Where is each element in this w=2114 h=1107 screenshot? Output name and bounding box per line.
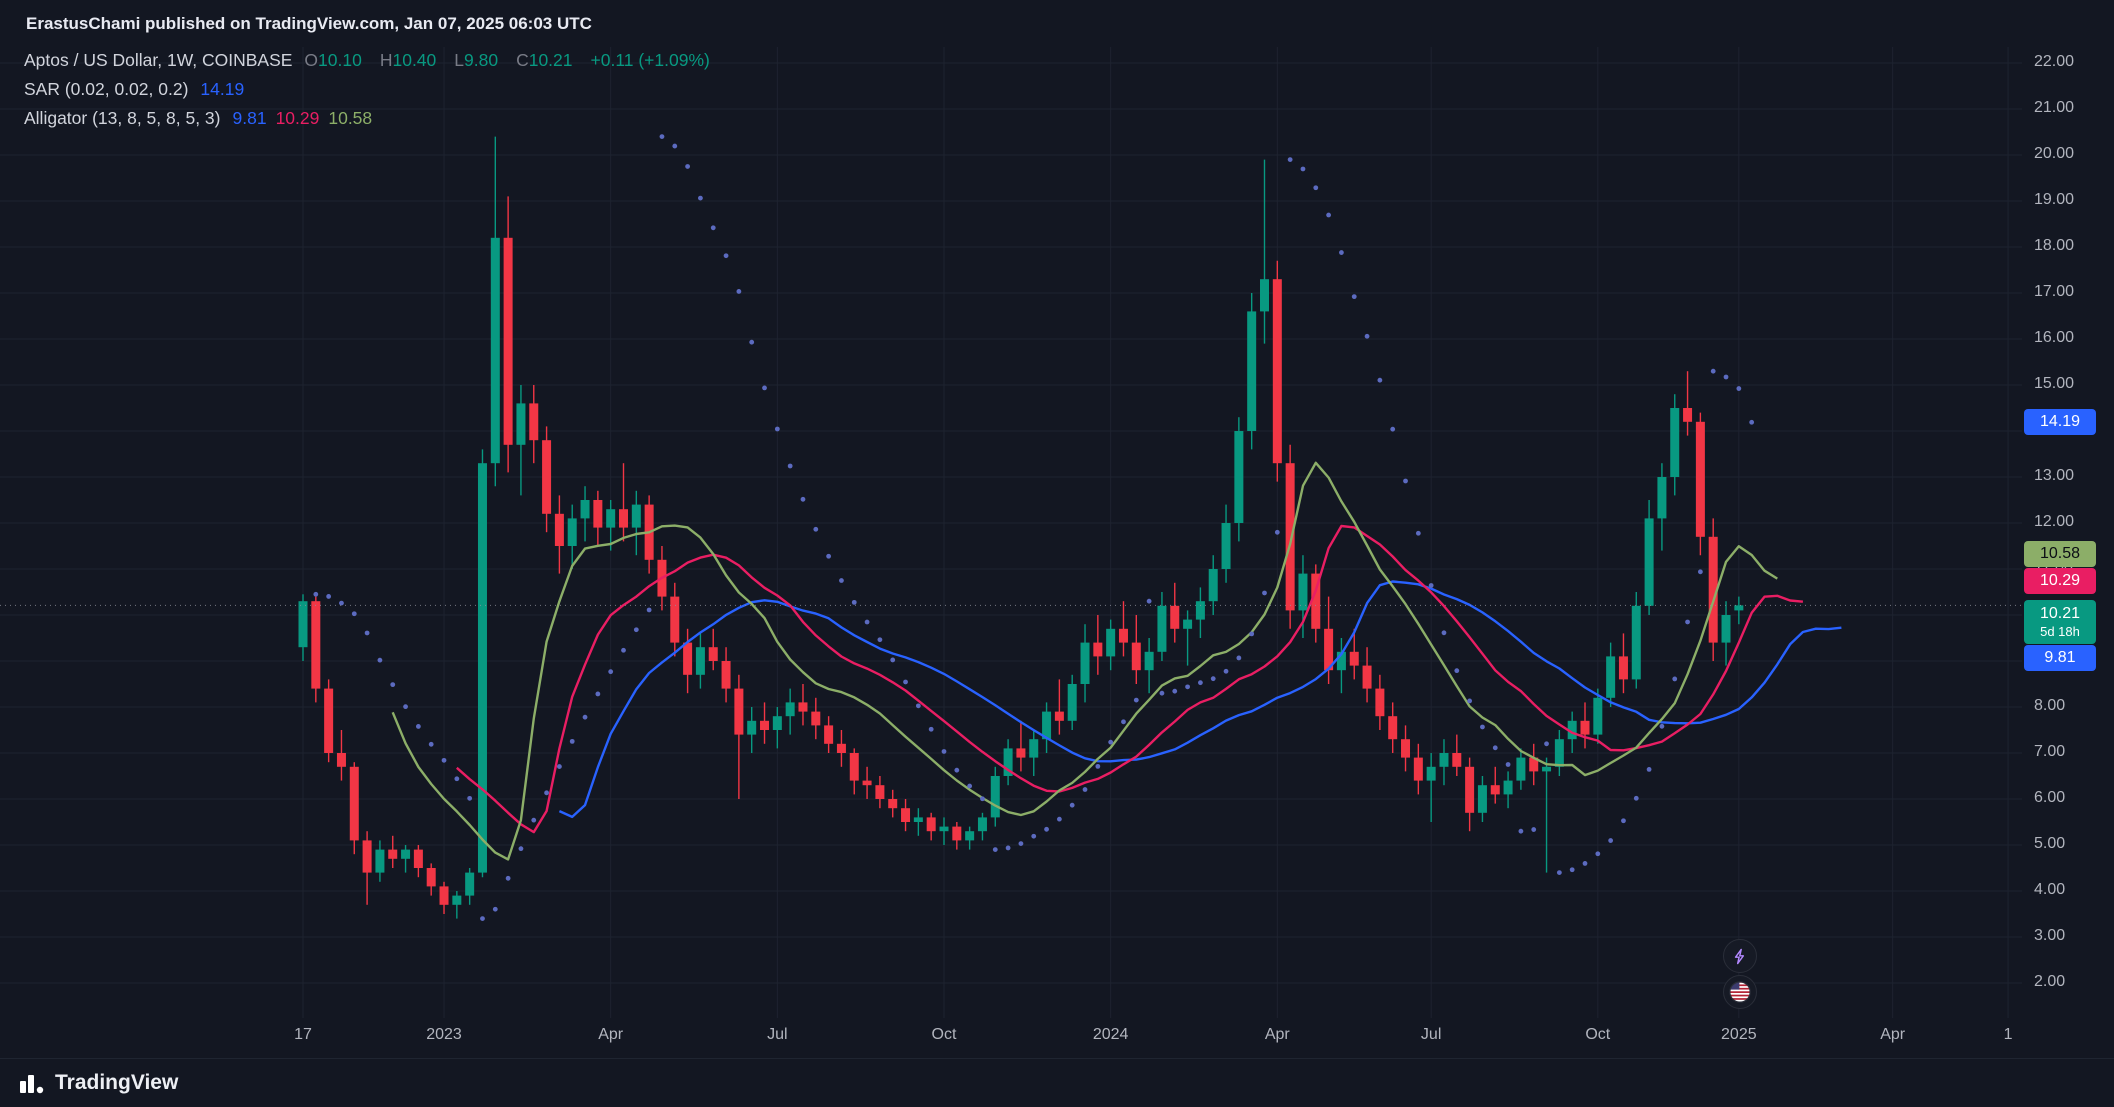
alligator-legend-row[interactable]: Alligator (13, 8, 5, 8, 5, 3) 9.81 10.29… bbox=[24, 108, 719, 137]
last-price-badge: 10.21 5d 18h bbox=[2024, 600, 2096, 644]
open-value: 10.10 bbox=[318, 50, 362, 70]
sar-price-badge: 14.19 bbox=[2024, 409, 2096, 436]
price-tick: 20.00 bbox=[2034, 145, 2075, 162]
alligator-jaw-value: 9.81 bbox=[232, 108, 267, 128]
price-tick: 3.00 bbox=[2034, 927, 2066, 944]
tradingview-logo-link[interactable]: TradingView bbox=[20, 1071, 178, 1095]
candles-layer bbox=[298, 136, 1744, 919]
time-tick: 2024 bbox=[1092, 1026, 1129, 1043]
lips-price-badge: 10.58 bbox=[2024, 541, 2096, 567]
price-tick: 18.00 bbox=[2034, 237, 2075, 254]
time-tick: Oct bbox=[931, 1026, 957, 1043]
low-value: 9.80 bbox=[464, 50, 499, 70]
us-flag-button[interactable] bbox=[1723, 975, 1757, 1009]
high-label: H bbox=[379, 50, 393, 70]
price-tick: 22.00 bbox=[2034, 53, 2075, 70]
alligator-teeth-value: 10.29 bbox=[275, 108, 320, 128]
time-tick: Jul bbox=[767, 1026, 788, 1043]
price-tick: 13.00 bbox=[2034, 467, 2075, 484]
alligator-lips-value: 10.58 bbox=[328, 108, 373, 128]
price-axis[interactable]: 22.00 21.00 20.00 19.00 18.00 17.00 16.00 15.00… bbox=[2022, 0, 2114, 1050]
low-pair: L9.80 bbox=[454, 50, 507, 71]
attribution-bar: ErastusChami published on TradingView.co… bbox=[0, 0, 2114, 47]
close-value: 10.21 bbox=[528, 50, 573, 70]
alligator-lips-line bbox=[391, 461, 1778, 861]
symbol-legend-row[interactable]: Aptos / US Dollar, 1W, COINBASE O10.10 H… bbox=[24, 50, 719, 79]
price-tick: 15.00 bbox=[2034, 375, 2075, 392]
price-tick: 21.00 bbox=[2034, 99, 2075, 116]
price-tick: 4.00 bbox=[2034, 881, 2066, 898]
alligator-jaw-line bbox=[558, 580, 1842, 819]
lightning-icon bbox=[1734, 948, 1744, 964]
change-value: +0.11 (+1.09%) bbox=[590, 50, 710, 70]
symbol-title: Aptos / US Dollar, 1W, COINBASE bbox=[24, 50, 293, 70]
time-tick: 1 bbox=[2003, 1026, 2013, 1043]
sar-dots-layer bbox=[313, 134, 1755, 921]
alligator-teeth-line bbox=[456, 524, 1804, 834]
time-tick: Apr bbox=[1264, 1026, 1290, 1043]
price-tick: 2.00 bbox=[2034, 973, 2066, 990]
price-tick: 17.00 bbox=[2034, 283, 2075, 300]
jaw-price-badge: 9.81 bbox=[2024, 645, 2096, 671]
tradingview-brand-text: TradingView bbox=[55, 1071, 179, 1094]
high-pair: H10.40 bbox=[380, 50, 445, 71]
open-pair: O10.10 bbox=[304, 50, 370, 71]
price-tick: 16.00 bbox=[2034, 329, 2075, 346]
time-tick: Apr bbox=[598, 1026, 624, 1043]
boost-button[interactable] bbox=[1723, 939, 1757, 973]
price-tick: 19.00 bbox=[2034, 191, 2075, 208]
time-tick: Apr bbox=[1880, 1026, 1906, 1043]
price-tick: 5.00 bbox=[2034, 835, 2066, 852]
us-flag-icon bbox=[1729, 981, 1751, 1003]
alligator-layer bbox=[391, 461, 1842, 861]
price-tick: 6.00 bbox=[2034, 789, 2066, 806]
open-label: O bbox=[304, 50, 319, 70]
price-tick: 7.00 bbox=[2034, 743, 2066, 760]
low-label: L bbox=[454, 50, 465, 70]
time-tick: 17 bbox=[294, 1026, 312, 1043]
time-axis[interactable]: 17 2023 Apr Jul Oct 2024 Apr Jul Oct 2025 Apr 1 bbox=[0, 1018, 2022, 1050]
footer-bar: TradingView bbox=[0, 1058, 2114, 1107]
sar-value: 14.19 bbox=[200, 79, 245, 99]
price-tick: 12.00 bbox=[2034, 513, 2075, 530]
time-tick: Jul bbox=[1420, 1026, 1442, 1043]
high-value: 10.40 bbox=[392, 50, 437, 70]
time-tick: Oct bbox=[1585, 1026, 1611, 1043]
time-tick: 2025 bbox=[1721, 1026, 1757, 1043]
attribution-text: ErastusChami published on TradingView.co… bbox=[26, 13, 592, 33]
tradingview-logo-icon bbox=[20, 1075, 44, 1094]
sar-legend-row[interactable]: SAR (0.02, 0.02, 0.2) 14.19 bbox=[24, 79, 719, 108]
sar-title: SAR (0.02, 0.02, 0.2) bbox=[24, 79, 189, 99]
close-label: C bbox=[516, 50, 529, 70]
teeth-price-badge: 10.29 bbox=[2024, 568, 2096, 594]
alligator-title: Alligator (13, 8, 5, 8, 5, 3) bbox=[24, 108, 221, 128]
time-tick: 2023 bbox=[426, 1026, 462, 1043]
close-pair: C10.21 bbox=[516, 50, 581, 71]
price-tick: 8.00 bbox=[2034, 697, 2066, 714]
grid-layer bbox=[0, 47, 2022, 1018]
chart-legend: Aptos / US Dollar, 1W, COINBASE O10.10 H… bbox=[24, 50, 719, 137]
candle-countdown: 5d 18h bbox=[2040, 623, 2080, 639]
